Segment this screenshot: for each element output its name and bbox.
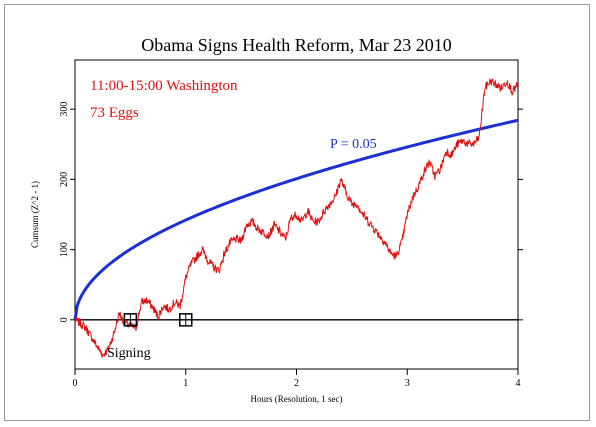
x-tick-label: 1 bbox=[183, 378, 188, 389]
y-tick-label: 0 bbox=[59, 317, 70, 322]
egg-count-label: 73 Eggs bbox=[90, 105, 139, 121]
x-tick-label: 2 bbox=[294, 378, 299, 389]
event-markers bbox=[123, 313, 193, 327]
chart-title: Obama Signs Health Reform, Mar 23 2010 bbox=[141, 35, 451, 55]
x-axis-label: Hours (Resolution, 1 sec) bbox=[251, 394, 343, 404]
x-tick-label: 3 bbox=[405, 378, 410, 389]
time-window-label: 11:00-15:00 Washington bbox=[90, 78, 238, 94]
plot-area bbox=[74, 59, 519, 370]
axis-ticks: 0 1 2 3 4 0 100 200 300 bbox=[59, 102, 523, 389]
y-tick-label: 200 bbox=[59, 172, 70, 187]
p-value-label: P = 0.05 bbox=[330, 137, 377, 152]
p05-envelope-curve bbox=[73, 118, 519, 321]
y-tick-label: 100 bbox=[59, 242, 70, 257]
y-axis-label: Cumsum (Z^2 - 1) bbox=[30, 181, 40, 248]
y-tick-label: 300 bbox=[59, 102, 70, 117]
x-tick-label: 0 bbox=[73, 378, 78, 389]
x-tick-label: 4 bbox=[516, 378, 521, 389]
cumsum-series-line bbox=[74, 78, 519, 358]
figure-frame bbox=[4, 4, 590, 421]
signing-label: Signing bbox=[107, 346, 151, 361]
